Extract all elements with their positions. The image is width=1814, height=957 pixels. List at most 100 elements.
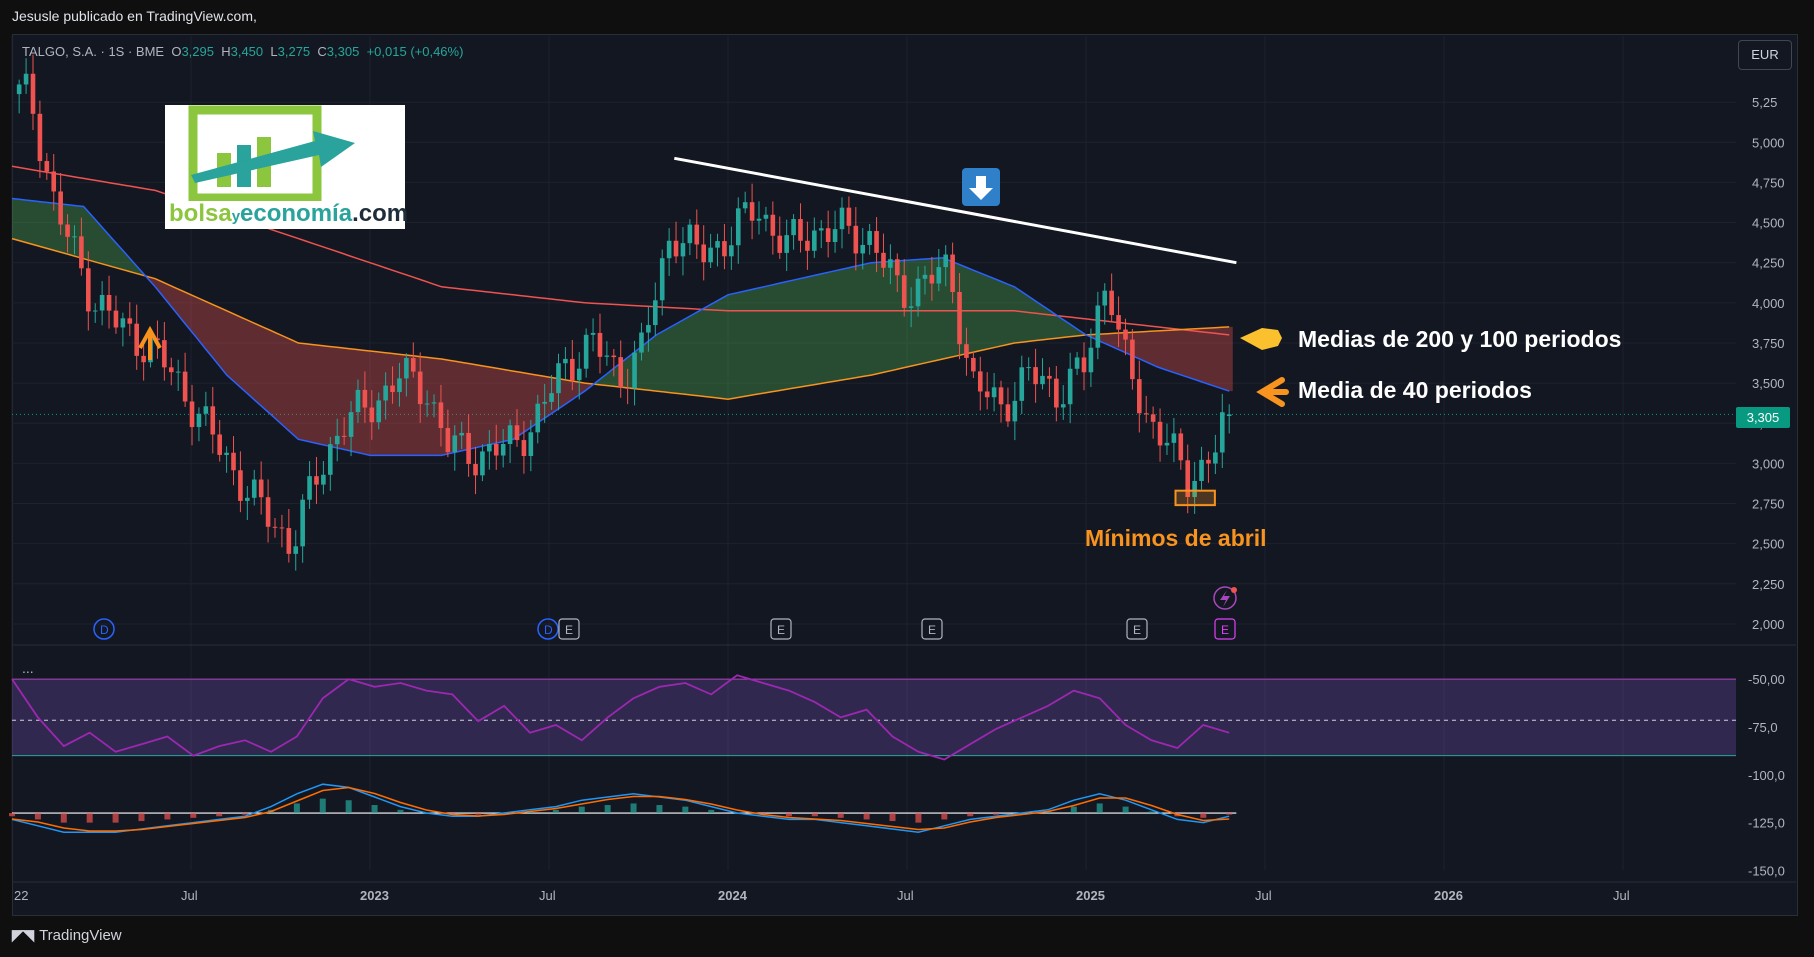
candle-up bbox=[1095, 305, 1101, 348]
macd-histogram-bar bbox=[60, 813, 67, 823]
candle-down bbox=[1178, 433, 1184, 461]
candle-up bbox=[397, 378, 402, 393]
macd-histogram-bar bbox=[656, 805, 663, 814]
left-arrow-icon bbox=[1256, 377, 1289, 407]
price-tick-label: 3,500 bbox=[1752, 376, 1785, 391]
candle-down bbox=[314, 476, 319, 485]
macd-histogram-bar bbox=[397, 809, 404, 814]
earnings-marker-label: E bbox=[565, 623, 573, 637]
candle-down bbox=[874, 231, 879, 253]
price-tick-label: 5,000 bbox=[1752, 135, 1785, 150]
candle-up bbox=[549, 393, 554, 402]
candle-up bbox=[756, 218, 762, 221]
candle-up bbox=[1213, 452, 1218, 464]
candle-up bbox=[708, 247, 713, 263]
candle-down bbox=[1123, 329, 1128, 340]
candle-up bbox=[908, 306, 914, 308]
candle-down bbox=[846, 207, 852, 226]
time-tick-label: Jul bbox=[181, 888, 198, 903]
indicator-menu-button[interactable]: ... bbox=[22, 660, 34, 676]
time-tick-label: 22 bbox=[14, 888, 28, 903]
candle-down bbox=[1157, 421, 1163, 446]
candle-up bbox=[480, 451, 485, 476]
candle-up bbox=[687, 224, 693, 244]
dividend-marker bbox=[537, 618, 559, 640]
candle-down bbox=[895, 259, 900, 276]
candle-up bbox=[1219, 412, 1225, 453]
candle-up bbox=[1088, 347, 1094, 373]
candle-up bbox=[867, 231, 872, 245]
candle-up bbox=[1012, 400, 1018, 422]
trendline bbox=[674, 156, 1237, 265]
time-tick-label: Jul bbox=[1613, 888, 1630, 903]
candle-down bbox=[86, 268, 91, 312]
high-label: H bbox=[221, 44, 231, 59]
candle-down bbox=[1137, 379, 1142, 414]
close-value: 3,305 bbox=[326, 44, 360, 59]
candle-down bbox=[798, 219, 803, 241]
candle-down bbox=[37, 113, 43, 162]
candle-down bbox=[984, 391, 990, 398]
candle-down bbox=[231, 452, 236, 471]
earnings-marker bbox=[921, 618, 943, 640]
candle-down bbox=[369, 407, 375, 423]
candle-up bbox=[742, 202, 748, 209]
candle-up bbox=[293, 546, 299, 554]
ma-cloud-bullish bbox=[595, 257, 1090, 400]
candle-up bbox=[542, 401, 547, 404]
candle-up bbox=[251, 479, 257, 498]
macd-histogram-bar bbox=[1122, 806, 1129, 814]
last-price-tag: 3,305 bbox=[1736, 407, 1790, 428]
candle-down bbox=[258, 479, 264, 498]
candle-down bbox=[65, 224, 70, 237]
price-axis: 5,25 5,000 4,750 4,500 4,250 4,000 3,750 3,500 3… bbox=[1752, 95, 1785, 632]
candle-down bbox=[1005, 404, 1011, 422]
earnings-marker bbox=[770, 618, 792, 640]
candle-down bbox=[1047, 375, 1052, 379]
tradingview-brand[interactable]: ◤◥ TradingView bbox=[12, 926, 122, 945]
price-tick-label: 5,25 bbox=[1752, 95, 1777, 110]
candle-up bbox=[729, 245, 734, 257]
candle-down bbox=[362, 389, 368, 408]
candle-down bbox=[44, 161, 50, 172]
candle-up bbox=[1067, 368, 1073, 405]
time-tick-label: 2025 bbox=[1076, 888, 1105, 903]
candle-up bbox=[860, 244, 866, 254]
candle-down bbox=[189, 401, 195, 428]
candle-down bbox=[1054, 378, 1059, 408]
candle-down bbox=[217, 434, 222, 455]
candle-down bbox=[30, 73, 36, 114]
candle-down bbox=[957, 291, 962, 345]
candle-up bbox=[99, 294, 105, 311]
candle-up bbox=[245, 497, 250, 501]
candle-down bbox=[694, 224, 700, 245]
candle-up bbox=[355, 389, 361, 413]
symbol-ohlc-line: TALGO, S.A. · 1S · BME O3,295 H3,450 L3,… bbox=[22, 44, 463, 59]
macd-histogram-bar bbox=[993, 813, 1000, 815]
candle-down bbox=[162, 340, 167, 368]
currency-button[interactable]: EUR bbox=[1738, 40, 1792, 70]
candle-down bbox=[51, 171, 57, 192]
candle-down bbox=[1033, 367, 1038, 385]
candle-down bbox=[182, 371, 188, 402]
price-tick-label: 2,500 bbox=[1752, 537, 1785, 552]
flash-glyph bbox=[1220, 590, 1230, 607]
candle-up bbox=[307, 476, 312, 500]
earnings-marker-label: E bbox=[1133, 623, 1141, 637]
candle-up bbox=[784, 235, 789, 253]
price-tick-label: 3,000 bbox=[1752, 456, 1785, 471]
candle-up bbox=[404, 358, 409, 379]
candle-up bbox=[1199, 459, 1204, 482]
earnings-marker-label: E bbox=[777, 623, 785, 637]
candle-down bbox=[901, 275, 907, 308]
macd-histogram-bar bbox=[1148, 811, 1155, 814]
candle-up bbox=[1040, 375, 1045, 385]
candle-up bbox=[424, 403, 430, 405]
candle-down bbox=[1143, 413, 1149, 415]
candle-down bbox=[611, 355, 617, 358]
candle-up bbox=[563, 358, 568, 364]
annotation-april-lows: Mínimos de abril bbox=[1085, 525, 1267, 551]
candle-up bbox=[1102, 290, 1108, 306]
candle-down bbox=[749, 202, 755, 221]
